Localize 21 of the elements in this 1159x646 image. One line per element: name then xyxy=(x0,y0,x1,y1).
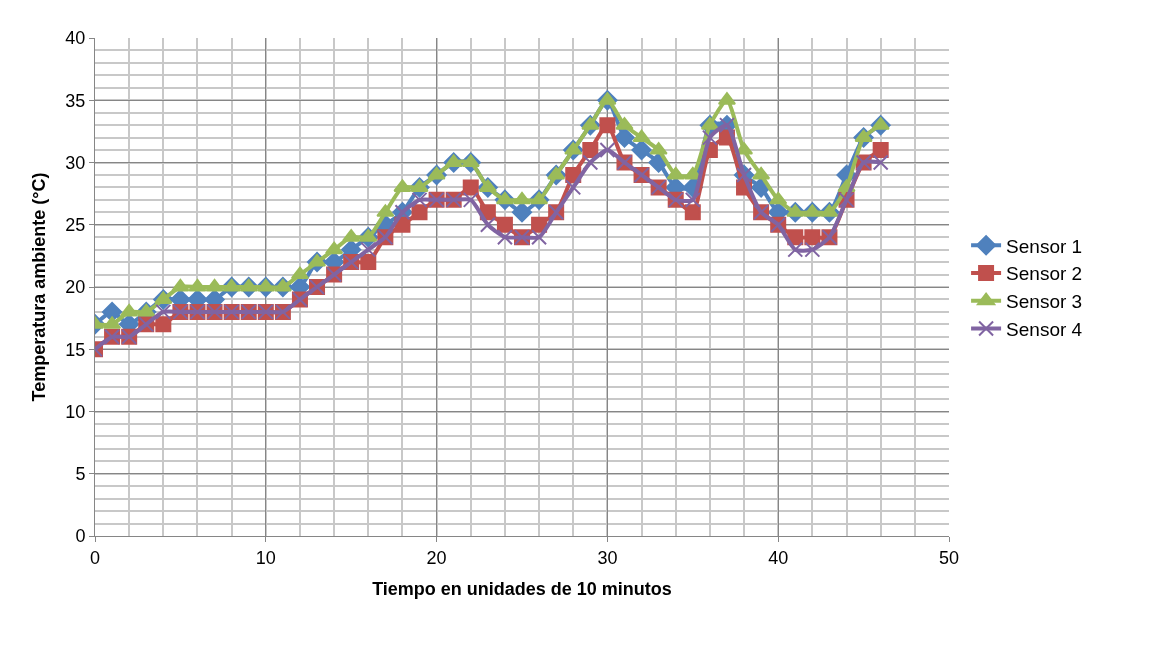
y-tick-label: 20 xyxy=(65,277,86,298)
x-axis-title: Tiempo en unidades de 10 minutos xyxy=(372,578,672,599)
x-tick-label: 20 xyxy=(426,547,447,568)
x-tick-label: 30 xyxy=(597,547,618,568)
y-tick-label: 10 xyxy=(65,401,86,422)
legend-label: Sensor 1 xyxy=(1006,235,1083,257)
y-tick-label: 0 xyxy=(75,526,86,547)
y-tick-label: 5 xyxy=(75,464,86,485)
y-tick-label: 40 xyxy=(65,28,86,49)
y-tick-label: 30 xyxy=(65,152,86,173)
y-tick-label: 35 xyxy=(65,90,86,111)
y-tick-label: 25 xyxy=(65,215,86,236)
x-tick-label: 50 xyxy=(938,547,960,568)
legend-label: Sensor 3 xyxy=(1006,291,1083,313)
y-axis-title: Temperatura ambiente (°C) xyxy=(28,172,49,402)
legend-label: Sensor 2 xyxy=(1006,263,1083,285)
y-tick-label: 15 xyxy=(65,339,86,360)
x-tick-label: 0 xyxy=(89,547,101,568)
legend-label: Sensor 4 xyxy=(1006,318,1083,340)
x-tick-label: 40 xyxy=(768,547,789,568)
x-tick-label: 10 xyxy=(255,547,276,568)
